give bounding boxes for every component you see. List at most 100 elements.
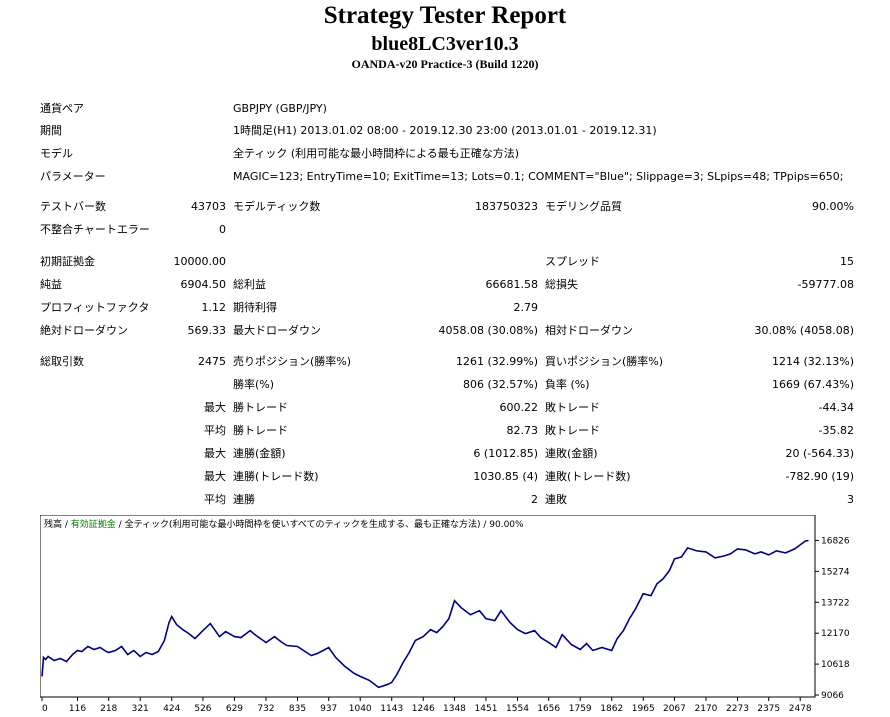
params-label: パラメーター: [40, 170, 106, 183]
quality-value: 90.00%: [812, 200, 854, 213]
net-label: 純益: [40, 278, 62, 291]
net-value: 6904.50: [180, 278, 227, 291]
short-label: 売りポジション(勝率%): [233, 355, 352, 368]
mismatch-value: 0: [219, 223, 226, 236]
ea-name: blue8LC3ver10.3: [371, 33, 519, 55]
x-tick-label: 116: [69, 704, 86, 714]
symbol-label: 通貨ペア: [40, 102, 84, 115]
expected-value: 2.79: [513, 301, 539, 314]
consec-win-count-label: 連勝(トレード数): [233, 470, 319, 483]
y-tick-label: 9066: [821, 691, 844, 701]
avg-trade-label: 平均: [204, 424, 226, 437]
x-tick-label: 1656: [537, 704, 560, 714]
loss-value: 1669 (67.43%): [771, 378, 854, 391]
max-trade-label: 最大: [204, 401, 226, 414]
x-tick-label: 2067: [663, 704, 686, 714]
gross-loss-value: -59777.08: [797, 278, 854, 291]
model-label: モデル: [40, 147, 73, 160]
bars-value: 43703: [191, 200, 226, 213]
avg-consec-win-label: 連勝: [233, 493, 255, 506]
quality-label: モデリング品質: [545, 200, 622, 213]
x-tick-label: 424: [163, 704, 180, 714]
ticks-value: 183750323: [475, 200, 538, 213]
max-consec-count-label: 最大: [204, 470, 226, 483]
caption-sep-2: /: [116, 520, 125, 530]
ticks-label: モデルティック数: [233, 200, 321, 213]
x-tick-label: 2478: [789, 704, 812, 714]
pf-value: 1.12: [201, 301, 227, 314]
x-tick-label: 1143: [380, 704, 403, 714]
avg-win-value: 82.73: [506, 424, 539, 437]
x-axis-ticks: 0 116 218 321 424 526 629 732 835 937 1040 1143 1246…: [41, 697, 812, 714]
x-tick-label: 2273: [726, 704, 749, 714]
chart-caption: 残高 / 有効証拠金 / 全ティック(利用可能な最小時間枠を使いすべてのティック…: [44, 518, 524, 530]
x-tick-label: 2375: [757, 704, 780, 714]
x-tick-label: 1246: [412, 704, 435, 714]
balance-line: [41, 539, 809, 689]
balance-chart: 残高 / 有効証拠金 / 全ティック(利用可能な最小時間枠を使いすべてのティック…: [40, 515, 884, 717]
deposit-label: 初期証拠金: [40, 255, 95, 268]
max-loss-value: -44.34: [818, 401, 854, 414]
consec-win-count-value: 1030.85 (4): [473, 470, 538, 483]
mismatch-label: 不整合チャートエラー: [40, 223, 150, 236]
max-consec-money-label: 最大: [204, 447, 226, 460]
x-tick-label: 2170: [695, 704, 718, 714]
y-tick-label: 12170: [821, 629, 850, 639]
expected-label: 期待利得: [233, 301, 277, 314]
consec-win-money-value: 6 (1012.85): [473, 447, 538, 460]
caption-balance: 残高: [44, 518, 62, 530]
pf-label: プロフィットファクタ: [40, 301, 150, 314]
trades-value: 2475: [198, 355, 226, 368]
rel-dd-value: 30.08% (4058.08): [754, 324, 854, 337]
long-value: 1214 (32.13%): [771, 355, 854, 368]
symbol-value: GBPJPY (GBP/JPY): [233, 102, 327, 115]
report-title: Strategy Tester Report: [323, 2, 567, 29]
consec-loss-count-value: -782.90 (19): [785, 470, 854, 483]
x-tick-label: 1862: [600, 704, 623, 714]
consec-loss-money-label: 連敗(金額): [545, 447, 598, 460]
x-tick-label: 1040: [349, 704, 372, 714]
x-tick-label: 218: [100, 704, 117, 714]
model-value: 全ティック (利用可能な最小時間枠による最も正確な方法): [233, 147, 520, 160]
caption-sep-1: /: [62, 520, 71, 530]
abs-dd-value: 569.33: [187, 324, 227, 337]
avg-win-label: 勝トレード: [233, 424, 288, 437]
x-tick-label: 1759: [569, 704, 592, 714]
consec-loss-money-value: 20 (-564.33): [785, 447, 854, 460]
x-tick-label: 835: [289, 704, 306, 714]
max-win-label: 勝トレード: [233, 401, 288, 414]
x-tick-label: 732: [257, 704, 274, 714]
caption-rest: 全ティック(利用可能な最小時間枠を使いすべてのティックを生成する、最も正確な方法…: [125, 518, 524, 530]
period-label: 期間: [40, 124, 62, 137]
x-tick-label: 0: [42, 704, 48, 714]
spread-label: スプレッド: [545, 255, 600, 268]
spread-value: 15: [840, 255, 854, 268]
x-tick-label: 321: [132, 704, 149, 714]
long-label: 買いポジション(勝率%): [545, 355, 664, 368]
consec-loss-count-label: 連敗(トレード数): [545, 470, 631, 483]
x-tick-label: 1554: [506, 704, 529, 714]
avg-consec-win-value: 2: [531, 493, 538, 506]
max-win-value: 600.22: [499, 401, 539, 414]
max-loss-label: 敗トレード: [545, 401, 600, 414]
y-tick-label: 13722: [821, 598, 850, 608]
caption-equity: 有効証拠金: [71, 518, 116, 530]
win-label: 勝率(%): [233, 378, 275, 391]
x-tick-label: 1348: [443, 704, 466, 714]
y-tick-label: 15274: [821, 567, 850, 577]
x-tick-label: 937: [320, 704, 337, 714]
avg-consec-label: 平均: [204, 493, 226, 506]
gross-profit-value: 66681.58: [485, 278, 539, 291]
x-tick-label: 526: [194, 704, 211, 714]
params-value: MAGIC=123; EntryTime=10; ExitTime=13; Lo…: [233, 170, 844, 183]
server-name: OANDA-v20 Practice-3 (Build 1220): [351, 57, 539, 71]
rel-dd-label: 相対ドローダウン: [545, 324, 633, 337]
y-tick-label: 16826: [821, 536, 850, 546]
bars-label: テストバー数: [40, 200, 106, 213]
x-tick-label: 1451: [475, 704, 498, 714]
y-axis-ticks: 9066 10618 12170 13722 15274 16826: [815, 536, 850, 701]
avg-consec-loss-label: 連敗: [545, 493, 567, 506]
gross-profit-label: 総利益: [233, 278, 266, 291]
deposit-value: 10000.00: [173, 255, 227, 268]
win-value: 806 (32.57%): [462, 378, 538, 391]
